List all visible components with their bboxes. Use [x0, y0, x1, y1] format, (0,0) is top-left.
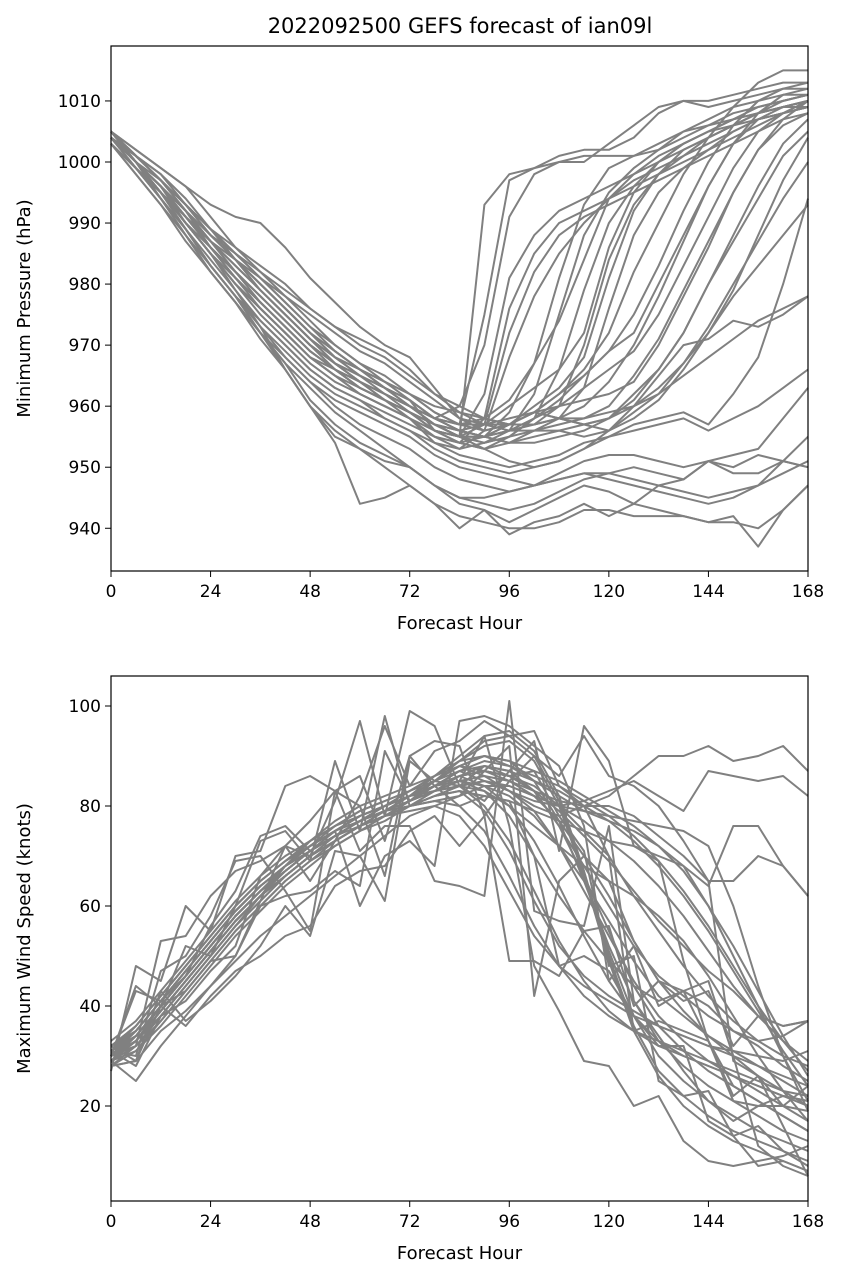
- pressure-y-tick-label: 980: [69, 275, 101, 295]
- pressure-series-group: [110, 69, 809, 548]
- wind-member-line-38: [110, 735, 809, 1167]
- wind-member-line-25: [110, 755, 809, 1077]
- wind-member-line-13: [110, 735, 809, 1172]
- wind-axes-frame: [110, 675, 809, 1202]
- wind-series-group: [110, 700, 809, 1177]
- pressure-member-line-22: [110, 136, 809, 444]
- wind-x-tick-label: 144: [692, 1212, 724, 1232]
- pressure-member-line-20: [110, 136, 809, 432]
- wind-x-tick-label: 48: [299, 1212, 321, 1232]
- wind-y-tick-label: 60: [79, 897, 101, 917]
- pressure-member-line-37: [110, 81, 809, 426]
- wind-x-tick-label: 168: [792, 1212, 824, 1232]
- wind-chart: 0 24 48 72 96 120 144 168 20 40 60 80 100 Forecast Ho…: [14, 675, 824, 1264]
- wind-member-line-26: [110, 790, 809, 1102]
- pressure-x-tick-label: 24: [200, 582, 222, 602]
- wind-member-line-36: [110, 755, 809, 1167]
- wind-y-axis-label: Maximum Wind Speed (knots): [14, 803, 35, 1074]
- pressure-member-line-35: [110, 87, 809, 426]
- wind-member-line-33: [110, 720, 809, 1132]
- wind-member-line-34: [110, 735, 809, 1177]
- pressure-x-tick-label: 120: [593, 582, 625, 602]
- wind-x-tick-label: 72: [399, 1212, 421, 1232]
- wind-member-line-24: [110, 765, 809, 1087]
- pressure-member-line-18: [110, 112, 809, 438]
- wind-x-tick-label: 96: [498, 1212, 520, 1232]
- pressure-member-line-25: [110, 130, 809, 469]
- pressure-member-line-23: [110, 136, 809, 426]
- wind-member-line-37: [110, 760, 809, 1172]
- pressure-x-tick-label: 0: [106, 582, 117, 602]
- pressure-x-tick-label: 144: [692, 582, 724, 602]
- pressure-member-line-16: [110, 99, 809, 450]
- pressure-member-line-19: [110, 118, 809, 432]
- pressure-member-line-30: [110, 130, 809, 505]
- pressure-y-tick-label: 1010: [58, 92, 101, 112]
- pressure-x-tick-label: 72: [399, 582, 421, 602]
- pressure-x-tick-label: 48: [299, 582, 321, 602]
- pressure-y-tick-label: 990: [69, 214, 101, 234]
- wind-member-line-30: [110, 715, 809, 1107]
- wind-member-line-1: [110, 745, 809, 1057]
- wind-y-tick-label: 20: [79, 1097, 101, 1117]
- pressure-y-tick-label: 950: [69, 458, 101, 478]
- wind-y-tick-label: 100: [69, 697, 101, 717]
- chart-title: 2022092500 GEFS forecast of ian09l: [268, 14, 653, 38]
- wind-x-tick-label: 0: [106, 1212, 117, 1232]
- pressure-member-line-32: [110, 143, 809, 548]
- pressure-member-line-33: [110, 136, 809, 536]
- pressure-axes-frame: [110, 45, 809, 572]
- wind-x-axis-label: Forecast Hour: [397, 1243, 523, 1264]
- pressure-y-axis-label: Minimum Pressure (hPa): [14, 199, 35, 417]
- wind-x-tick-label: 120: [593, 1212, 625, 1232]
- pressure-member-line-38: [110, 100, 809, 432]
- pressure-y-tick-label: 960: [69, 397, 101, 417]
- wind-member-line-20: [110, 765, 809, 1057]
- pressure-member-line-34: [110, 130, 809, 444]
- pressure-x-axis-label: Forecast Hour: [397, 613, 523, 634]
- wind-y-tick-label: 40: [79, 997, 101, 1017]
- pressure-y-tick-label: 1000: [58, 153, 101, 173]
- pressure-x-tick-label: 168: [792, 582, 824, 602]
- wind-x-tick-label: 24: [200, 1212, 222, 1232]
- pressure-y-tick-label: 970: [69, 336, 101, 356]
- wind-member-line-2: [110, 770, 809, 1052]
- wind-y-tick-label: 80: [79, 797, 101, 817]
- pressure-member-line-24: [110, 136, 809, 444]
- pressure-chart: 0 24 48 72 96 120 144 168 940 950 960 970 980 990 1000…: [14, 45, 824, 634]
- wind-member-line-35: [110, 715, 809, 1177]
- pressure-x-tick-label: 96: [498, 582, 520, 602]
- pressure-y-tick-label: 940: [69, 519, 101, 539]
